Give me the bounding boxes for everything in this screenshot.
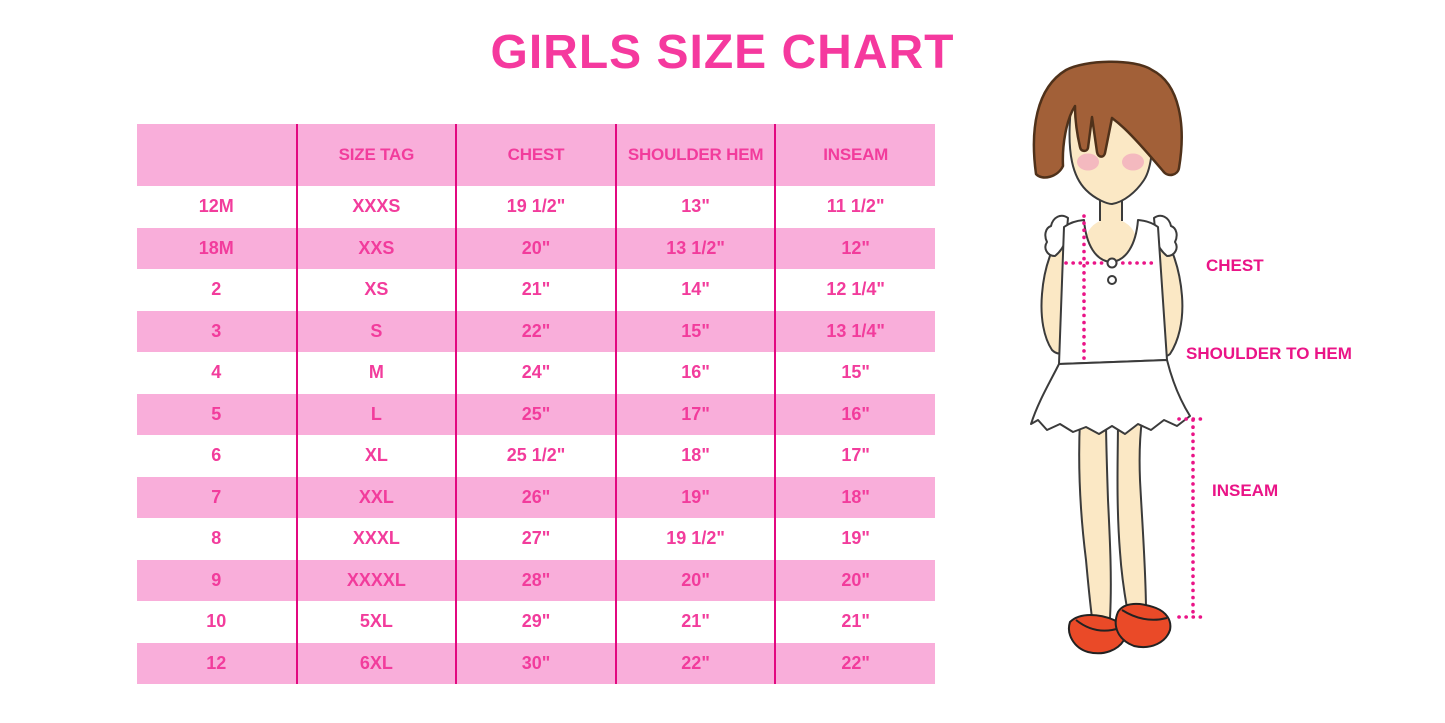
table-cell: M <box>295 352 457 394</box>
table-cell: XXXS <box>295 186 457 228</box>
girl-blush-right <box>1122 153 1144 171</box>
table-cell: 18M <box>198 237 234 258</box>
table-row: 2 XS 21" 14" 12 1/4" <box>137 269 935 311</box>
table-cell: S <box>295 310 457 352</box>
table-cell: 22" <box>455 310 616 352</box>
table-cell: 12" <box>774 227 935 269</box>
table-cell: 19" <box>774 518 935 560</box>
table-cell: XXS <box>295 227 457 269</box>
size-table-header: SIZE TAG CHEST SHOULDER HEM INSEAM <box>137 124 935 186</box>
table-cell: 13 1/4" <box>774 310 935 352</box>
table-cell: 5XL <box>295 601 457 643</box>
table-cell: XS <box>295 269 457 311</box>
table-row: 5 L 25" 17" 16" <box>137 393 935 435</box>
size-table-body: 12M XXXS 19 1/2" 13" 11 1/2" 18M XXS 20" 13 1/2"… <box>137 186 935 684</box>
table-cell: 18" <box>614 435 776 477</box>
table-cell: 12 1/4" <box>774 269 935 311</box>
girl-skirt <box>1030 359 1191 435</box>
table-cell: 30" <box>455 642 616 684</box>
table-cell: 28" <box>455 559 616 601</box>
column-header: INSEAM <box>774 124 935 186</box>
table-row: 4 M 24" 16" 15" <box>137 352 935 394</box>
column-header: CHEST <box>455 124 616 186</box>
girl-hair <box>1032 60 1183 179</box>
size-table: SIZE TAG CHEST SHOULDER HEM INSEAM 12M XXXS 1… <box>137 124 935 684</box>
girl-measurement-diagram: CHEST SHOULDER TO HEM INSEAM <box>1030 60 1352 655</box>
table-cell: 20" <box>614 559 776 601</box>
table-cell: 19" <box>614 476 776 518</box>
table-row: 8 XXXL 27" 19 1/2" 19" <box>137 518 935 560</box>
girl-blush-left <box>1077 153 1099 171</box>
chest-label: CHEST <box>1206 256 1264 275</box>
size-table-header-row: SIZE TAG CHEST SHOULDER HEM INSEAM <box>137 124 935 186</box>
table-row: 3 S 22" 15" 13 1/4" <box>137 310 935 352</box>
table-cell: L <box>295 393 457 435</box>
table-row: 10 5XL 29" 21" 21" <box>137 601 935 643</box>
table-cell: 15" <box>614 310 776 352</box>
table-cell: 22" <box>774 642 935 684</box>
table-cell: 13 1/2" <box>614 227 776 269</box>
table-cell: 7 <box>211 486 222 507</box>
table-cell: 19 1/2" <box>455 186 616 228</box>
table-cell: 9 <box>211 569 222 590</box>
table-cell: 25 1/2" <box>455 435 616 477</box>
girl-leg-left <box>1078 419 1112 619</box>
table-cell: 16" <box>774 393 935 435</box>
table-cell: 14" <box>614 269 776 311</box>
page-title: GIRLS SIZE CHART <box>490 26 955 79</box>
table-cell: 25" <box>455 393 616 435</box>
table-cell: 4 <box>211 362 222 383</box>
table-cell: 20" <box>455 227 616 269</box>
girl-leg-right <box>1116 419 1148 616</box>
table-cell: 2 <box>211 279 222 300</box>
table-cell: 17" <box>614 393 776 435</box>
table-row: 12M XXXS 19 1/2" 13" 11 1/2" <box>137 186 935 228</box>
table-cell: 8 <box>211 528 222 549</box>
shoulder-to-hem-label: SHOULDER TO HEM <box>1186 344 1352 363</box>
table-cell: 24" <box>455 352 616 394</box>
table-cell: 26" <box>455 476 616 518</box>
table-cell: 15" <box>774 352 935 394</box>
table-cell: XXXL <box>295 518 457 560</box>
girl-top-button-1 <box>1106 257 1118 269</box>
table-cell: 18" <box>774 476 935 518</box>
column-header: SIZE TAG <box>295 124 457 186</box>
inseam-label: INSEAM <box>1212 481 1278 500</box>
table-row: 18M XXS 20" 13 1/2" 12" <box>137 227 935 269</box>
table-cell: 13" <box>614 186 776 228</box>
table-cell: 20" <box>774 559 935 601</box>
table-cell: 12 <box>206 652 227 673</box>
girl-neck <box>1084 190 1138 266</box>
table-cell: XL <box>295 435 457 477</box>
table-row: 12 6XL 30" 22" 22" <box>137 642 935 684</box>
table-cell: 6XL <box>295 642 457 684</box>
girl-top-button-2 <box>1107 275 1117 285</box>
table-cell: 22" <box>614 642 776 684</box>
table-cell: 19 1/2" <box>614 518 776 560</box>
table-cell: 6 <box>211 445 222 466</box>
table-row: 9 XXXXL 28" 20" 20" <box>137 559 935 601</box>
table-cell: 21" <box>455 269 616 311</box>
table-cell: 12M <box>198 196 234 217</box>
table-cell: 10 <box>206 611 227 632</box>
column-header: SHOULDER HEM <box>614 124 776 186</box>
table-cell: 3 <box>211 320 222 341</box>
girl-shoe-right-strap <box>1121 609 1168 621</box>
table-cell: 21" <box>614 601 776 643</box>
table-cell: 29" <box>455 601 616 643</box>
table-cell: 5 <box>211 403 222 424</box>
table-row: 6 XL 25 1/2" 18" 17" <box>137 435 935 477</box>
table-cell: 27" <box>455 518 616 560</box>
table-cell: XXL <box>295 476 457 518</box>
table-cell: 21" <box>774 601 935 643</box>
table-cell: 16" <box>614 352 776 394</box>
table-row: 7 XXL 26" 19" 18" <box>137 476 935 518</box>
column-header <box>137 124 297 186</box>
table-cell: XXXXL <box>295 559 457 601</box>
table-cell: 17" <box>774 435 935 477</box>
table-cell: 11 1/2" <box>774 186 935 228</box>
